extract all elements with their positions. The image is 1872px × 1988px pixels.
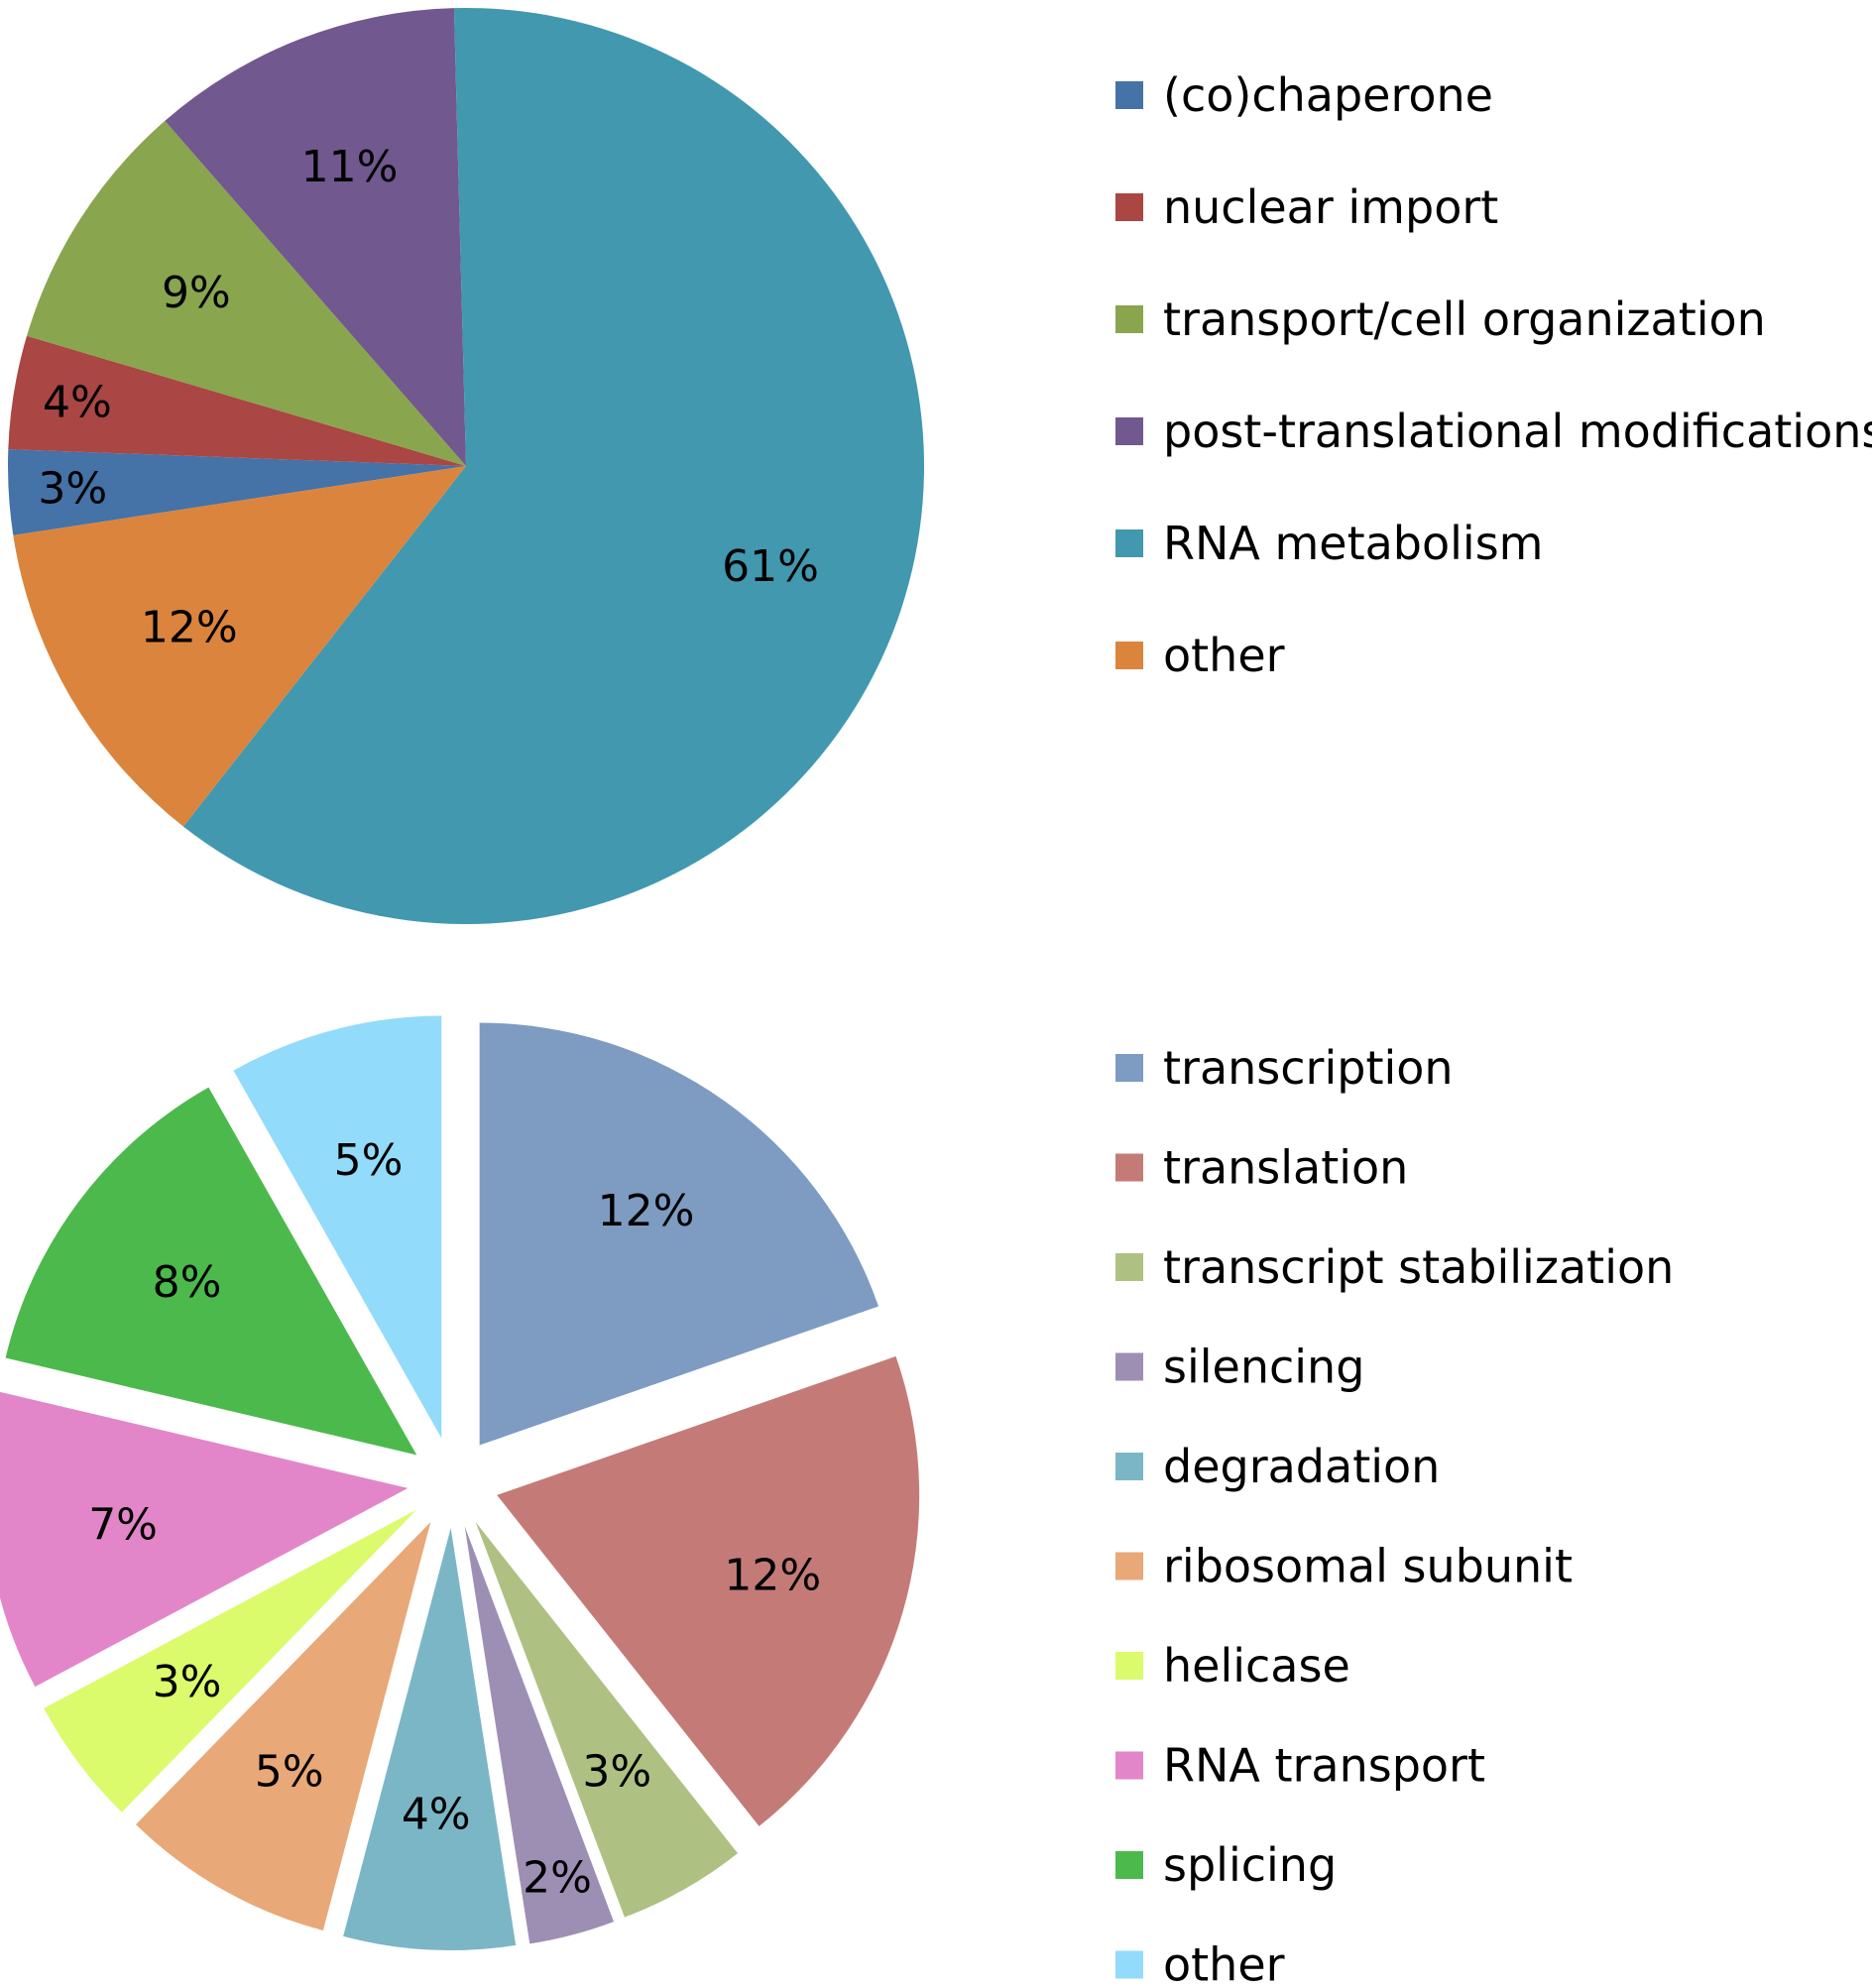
top-slice-transport-cell-organization <box>27 120 467 467</box>
bottom-legend-swatch-transcript-stabilization <box>1115 1253 1143 1281</box>
top-data-label-transport-cell-organization: 9% <box>162 268 231 318</box>
top-legend-swatch-nuclear-import <box>1115 193 1143 221</box>
top-data-label-nuclear-import: 4% <box>43 377 112 427</box>
bottom-legend-swatch-rna-transport <box>1115 1751 1143 1780</box>
top-legend-label-transport-cell-organization: transport/cell organization <box>1163 292 1766 346</box>
pie-chart-functional-categories: 3% 4% 9% 11% 61% 12% <box>7 7 924 925</box>
bottom-legend-entry-transcription: transcription <box>1115 1041 1454 1095</box>
top-slice-rna-metabolism <box>182 7 924 925</box>
bottom-legend-label-splicing: splicing <box>1163 1838 1337 1892</box>
bottom-legend-entry-degradation: degradation <box>1115 1440 1440 1493</box>
bottom-data-label-helicase: 3% <box>153 1657 222 1707</box>
top-data-label-other: 12% <box>141 603 238 653</box>
bottom-legend-swatch-ribosomal-subunit <box>1115 1552 1143 1580</box>
bottom-slice-silencing <box>464 1526 614 1944</box>
bottom-legend-swatch-other <box>1115 1950 1143 1979</box>
bottom-legend-swatch-transcription <box>1115 1054 1143 1082</box>
top-legend-label-post-translational-modifications: post-translational modifications <box>1163 405 1872 458</box>
top-slice-co-chaperone <box>7 449 466 535</box>
top-legend-label-nuclear-import: nuclear import <box>1163 180 1498 234</box>
bottom-legend-entry-silencing: silencing <box>1115 1341 1364 1394</box>
bottom-legend-label-helicase: helicase <box>1163 1639 1350 1693</box>
bottom-legend-swatch-silencing <box>1115 1352 1143 1381</box>
bottom-slice-transcript-stabilization <box>475 1522 739 1918</box>
bottom-legend-entry-rna-transport: RNA transport <box>1115 1739 1485 1793</box>
top-data-label-post-translational-modifications: 11% <box>301 142 399 192</box>
bottom-legend-label-translation: translation <box>1163 1141 1408 1195</box>
bottom-legend-entry-splicing: splicing <box>1115 1838 1337 1892</box>
bottom-legend-entry-other: other <box>1115 1938 1285 1988</box>
bottom-slice-degradation <box>343 1527 517 1950</box>
pie-chart-rna-metabolism: 12% 12% 3% 2% 4% 5% 3% 7% 8% 5% <box>0 1015 920 1950</box>
top-slice-other <box>13 466 466 827</box>
bottom-data-label-silencing: 2% <box>523 1852 592 1903</box>
bottom-legend-label-degradation: degradation <box>1163 1440 1440 1493</box>
bottom-legend-swatch-helicase <box>1115 1652 1143 1680</box>
bottom-legend-label-transcription: transcription <box>1163 1041 1454 1095</box>
top-legend-swatch-other <box>1115 642 1143 669</box>
bottom-legend-label-transcript-stabilization: transcript stabilization <box>1163 1240 1674 1294</box>
top-data-label-rna-metabolism: 61% <box>722 541 819 592</box>
bottom-legend-label-rna-transport: RNA transport <box>1163 1739 1485 1793</box>
bottom-slice-splicing <box>5 1087 417 1456</box>
legend-functional-categories: (co)chaperone nuclear import transport/cel… <box>1115 68 1872 682</box>
top-legend-entry-other: other <box>1115 629 1285 682</box>
top-legend-entry-co-chaperone: (co)chaperone <box>1115 68 1493 122</box>
bottom-legend-label-silencing: silencing <box>1163 1341 1364 1394</box>
bottom-legend-entry-helicase: helicase <box>1115 1639 1350 1693</box>
bottom-data-label-transcript-stabilization: 3% <box>582 1747 651 1798</box>
bottom-legend-entry-ribosomal-subunit: ribosomal subunit <box>1115 1540 1573 1593</box>
bottom-legend-entry-transcript-stabilization: transcript stabilization <box>1115 1240 1674 1294</box>
bottom-slice-ribosomal-subunit <box>136 1522 431 1930</box>
bottom-legend-label-ribosomal-subunit: ribosomal subunit <box>1163 1540 1573 1593</box>
top-slice-nuclear-import <box>8 335 467 466</box>
bottom-data-label-other: 5% <box>334 1135 404 1186</box>
bottom-legend-swatch-splicing <box>1115 1851 1143 1879</box>
top-legend-swatch-rna-metabolism <box>1115 529 1143 557</box>
top-legend-label-rna-metabolism: RNA metabolism <box>1163 517 1543 570</box>
bottom-legend-swatch-translation <box>1115 1153 1143 1182</box>
bottom-legend-swatch-degradation <box>1115 1453 1143 1480</box>
top-slice-post-translational-modifications <box>165 8 466 466</box>
top-legend-entry-post-translational-modifications: post-translational modifications <box>1115 405 1872 458</box>
top-legend-entry-nuclear-import: nuclear import <box>1115 180 1498 234</box>
bottom-data-label-transcription: 12% <box>598 1186 695 1236</box>
bottom-slice-translation <box>497 1355 920 1826</box>
legend-rna-metabolism: transcription translation transcript stabi… <box>1115 1041 1674 1988</box>
top-data-label-co-chaperone: 3% <box>38 463 107 514</box>
bottom-data-label-rna-transport: 7% <box>88 1500 158 1551</box>
bottom-legend-label-other: other <box>1163 1938 1285 1988</box>
bottom-legend-entry-translation: translation <box>1115 1141 1408 1195</box>
bottom-slice-other <box>233 1015 442 1439</box>
top-legend-label-other: other <box>1163 629 1285 682</box>
bottom-data-label-splicing: 8% <box>153 1257 222 1308</box>
top-legend-entry-transport-cell-organization: transport/cell organization <box>1115 292 1766 346</box>
top-legend-swatch-post-translational-modifications <box>1115 417 1143 445</box>
top-legend-swatch-co-chaperone <box>1115 81 1143 109</box>
top-legend-swatch-transport-cell-organization <box>1115 305 1143 333</box>
bottom-data-label-translation: 12% <box>724 1550 821 1600</box>
bottom-slice-transcription <box>479 1022 879 1446</box>
bottom-slice-rna-transport <box>0 1391 409 1688</box>
bottom-data-label-ribosomal-subunit: 5% <box>255 1747 324 1798</box>
bottom-slice-helicase <box>44 1509 417 1813</box>
bottom-data-label-degradation: 4% <box>402 1790 471 1840</box>
top-legend-entry-rna-metabolism: RNA metabolism <box>1115 517 1543 570</box>
top-legend-label-co-chaperone: (co)chaperone <box>1163 68 1493 122</box>
